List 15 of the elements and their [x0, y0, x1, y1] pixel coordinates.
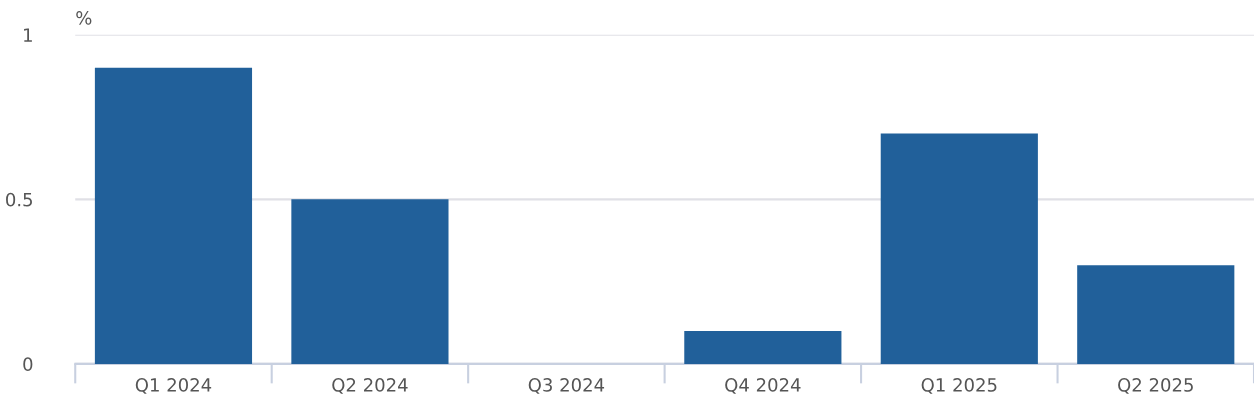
- y-tick-label: 0: [23, 357, 33, 372]
- y-tick-label: 0.5: [6, 192, 32, 207]
- x-tick-label: Q3 2024: [528, 378, 605, 394]
- x-tick-label: Q1 2025: [921, 378, 997, 394]
- y-axis-title: %: [76, 11, 92, 25]
- x-tick-label: Q2 2024: [332, 378, 408, 394]
- bar: [1077, 265, 1235, 364]
- bar: [880, 133, 1038, 364]
- bar: [291, 199, 449, 364]
- bar: [684, 330, 842, 364]
- x-tick-label: Q4 2024: [725, 378, 801, 394]
- bar: [94, 67, 253, 364]
- x-tick-label: Q2 2025: [1118, 378, 1193, 394]
- y-tick-label: 1: [24, 28, 32, 42]
- x-tick-label: Q1 2024: [135, 378, 212, 394]
